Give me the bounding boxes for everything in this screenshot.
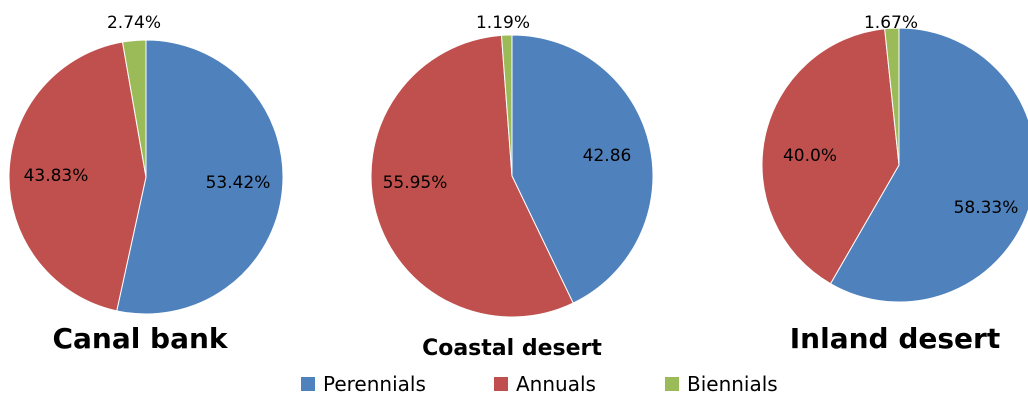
pie-coastal-desert: 42.86 55.95% 1.19% Coastal desert [370,13,654,361]
slice-biennials [121,39,147,178]
data-label-annuals: 43.83% [24,166,89,186]
slice-annuals [761,28,900,285]
data-label-biennials: 1.67% [864,13,918,33]
data-label-annuals: 40.0% [783,146,837,166]
slice-perennials [829,27,1028,303]
data-label-perennials: 53.42% [206,173,271,193]
pie-title-canal-bank: Canal bank [52,322,228,355]
legend-swatch-annuals [494,377,508,391]
data-label-perennials: 42.86 [583,146,632,166]
legend: Perennials Annuals Biennials [301,372,778,396]
legend-label-perennials: Perennials [323,372,426,396]
slice-annuals [8,41,147,312]
pie-canal-bank: 53.42% 43.83% 2.74% Canal bank [8,13,284,355]
data-label-biennials: 2.74% [107,13,161,33]
pie-title-coastal-desert: Coastal desert [422,336,602,361]
slice-perennials [511,34,654,304]
slice-annuals [370,34,574,318]
data-label-annuals: 55.95% [383,173,448,193]
slice-biennials [884,27,900,166]
legend-swatch-biennials [665,377,679,391]
legend-item-annuals: Annuals [494,372,596,396]
legend-item-biennials: Biennials [665,372,778,396]
legend-item-perennials: Perennials [301,372,426,396]
slice-perennials [116,39,284,315]
slice-biennials [500,34,513,177]
legend-label-annuals: Annuals [516,372,596,396]
data-label-perennials: 58.33% [954,198,1019,218]
data-label-biennials: 1.19% [476,13,530,33]
legend-swatch-perennials [301,377,315,391]
legend-label-biennials: Biennials [687,372,778,396]
pie-title-inland-desert: Inland desert [790,322,1000,355]
pie-inland-desert: 58.33% 40.0% 1.67% Inland desert [761,13,1028,355]
